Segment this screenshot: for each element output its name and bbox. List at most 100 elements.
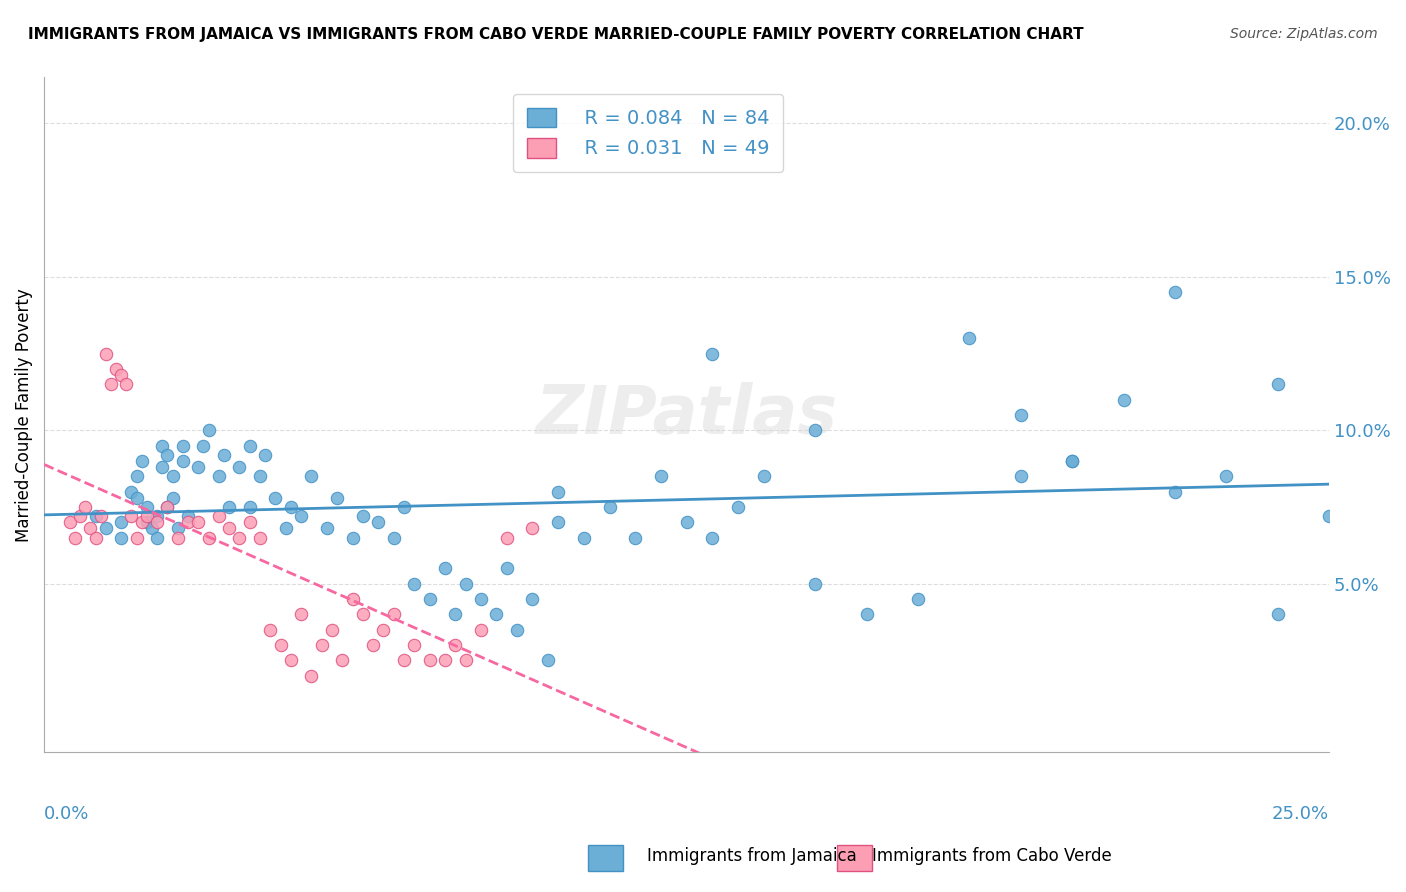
Point xyxy=(804,576,827,591)
Point xyxy=(146,516,169,530)
Legend:   R = 0.084   N = 84,   R = 0.031   N = 49: R = 0.084 N = 84, R = 0.031 N = 49 xyxy=(513,94,783,172)
Point xyxy=(156,500,179,514)
Point xyxy=(727,500,749,514)
Point xyxy=(522,592,544,607)
Point xyxy=(131,516,153,530)
Point xyxy=(572,531,595,545)
Point xyxy=(197,423,219,437)
Point xyxy=(315,521,337,535)
Point xyxy=(94,521,117,535)
Point xyxy=(156,500,179,514)
Point xyxy=(218,521,240,535)
Text: ZIPatlas: ZIPatlas xyxy=(536,382,838,448)
Point xyxy=(197,531,219,545)
Point xyxy=(434,561,457,575)
Point xyxy=(254,448,277,462)
Point xyxy=(470,592,492,607)
Point xyxy=(125,531,148,545)
Point xyxy=(75,500,97,514)
Point xyxy=(470,623,492,637)
Point xyxy=(1215,469,1237,483)
Point xyxy=(419,653,441,667)
Point xyxy=(146,531,169,545)
Point xyxy=(444,607,467,622)
Point xyxy=(105,362,128,376)
Point xyxy=(495,561,517,575)
Point xyxy=(84,509,107,524)
Point xyxy=(59,516,82,530)
Point xyxy=(522,521,544,535)
Point xyxy=(79,521,101,535)
Text: Source: ZipAtlas.com: Source: ZipAtlas.com xyxy=(1230,27,1378,41)
Point xyxy=(228,460,250,475)
Point xyxy=(624,531,647,545)
Point xyxy=(650,469,672,483)
Point xyxy=(352,607,374,622)
Text: Immigrants from Cabo Verde: Immigrants from Cabo Verde xyxy=(872,847,1112,865)
Point xyxy=(166,521,188,535)
Point xyxy=(454,653,477,667)
Point xyxy=(110,531,132,545)
Point xyxy=(150,460,173,475)
Point xyxy=(326,491,349,505)
Point xyxy=(299,469,322,483)
Point xyxy=(121,484,143,499)
Point xyxy=(177,509,200,524)
Point xyxy=(135,516,157,530)
FancyBboxPatch shape xyxy=(588,845,623,871)
Point xyxy=(280,500,302,514)
Point xyxy=(1164,285,1187,300)
Point xyxy=(84,531,107,545)
Point xyxy=(239,516,262,530)
Point xyxy=(547,484,569,499)
Point xyxy=(1062,454,1084,468)
Point xyxy=(228,531,250,545)
Point xyxy=(342,531,364,545)
Point xyxy=(321,623,343,637)
Point xyxy=(367,516,389,530)
Point xyxy=(1267,607,1289,622)
Point xyxy=(290,607,312,622)
Text: IMMIGRANTS FROM JAMAICA VS IMMIGRANTS FROM CABO VERDE MARRIED-COUPLE FAMILY POVE: IMMIGRANTS FROM JAMAICA VS IMMIGRANTS FR… xyxy=(28,27,1084,42)
Point xyxy=(1164,484,1187,499)
Point xyxy=(110,368,132,382)
Point xyxy=(150,439,173,453)
Point xyxy=(404,638,426,652)
Point xyxy=(957,331,980,345)
Point xyxy=(1010,469,1032,483)
Point xyxy=(404,576,426,591)
Point xyxy=(162,469,184,483)
Point xyxy=(1317,509,1340,524)
FancyBboxPatch shape xyxy=(837,845,872,871)
Text: 25.0%: 25.0% xyxy=(1272,805,1329,822)
Point xyxy=(444,638,467,652)
Point xyxy=(187,516,209,530)
Point xyxy=(110,516,132,530)
Point xyxy=(162,491,184,505)
Point xyxy=(135,509,157,524)
Point xyxy=(1112,392,1135,407)
Point xyxy=(454,576,477,591)
Point xyxy=(249,469,271,483)
Text: 0.0%: 0.0% xyxy=(44,805,90,822)
Point xyxy=(299,669,322,683)
Point xyxy=(342,592,364,607)
Point xyxy=(177,516,200,530)
Point xyxy=(675,516,697,530)
Point xyxy=(239,439,262,453)
Point xyxy=(69,509,91,524)
Point xyxy=(804,423,827,437)
Point xyxy=(485,607,508,622)
Point xyxy=(855,607,877,622)
Point xyxy=(187,460,209,475)
Point xyxy=(193,439,215,453)
Point xyxy=(90,509,112,524)
Point xyxy=(419,592,441,607)
Point xyxy=(392,500,415,514)
Point xyxy=(702,346,724,360)
Point xyxy=(94,346,117,360)
Point xyxy=(373,623,395,637)
Point xyxy=(100,377,122,392)
Point xyxy=(172,454,194,468)
Point xyxy=(141,521,163,535)
